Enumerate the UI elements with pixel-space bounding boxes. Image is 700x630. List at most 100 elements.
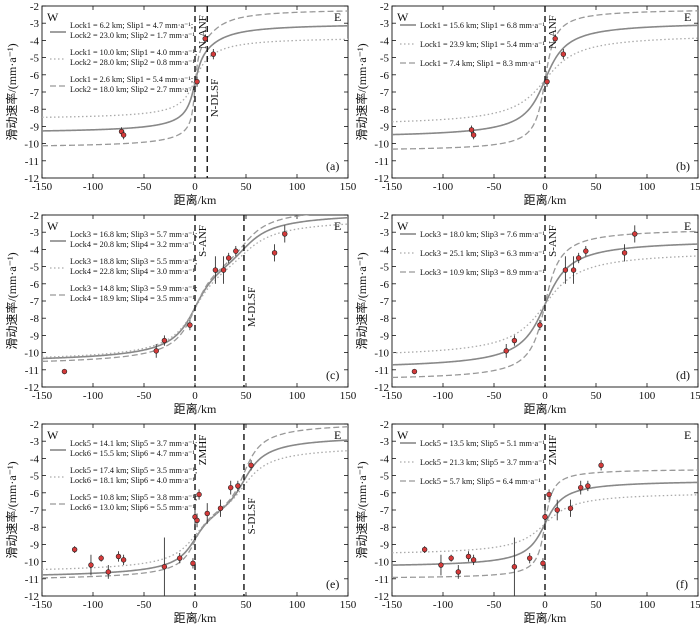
x-tick-label: -50	[487, 599, 502, 611]
panel-3: -150 -100 -50 0 50 100 150 -12 -11 -10 -9 -8 -7 -6 -5 -…	[354, 210, 700, 416]
data-point	[511, 564, 518, 570]
legend-entry: Lock5 = 14.1 km; Slip5 = 3.7 mm·a⁻¹;	[70, 439, 197, 448]
x-tick-label: 50	[241, 181, 253, 193]
model-curve-dashed	[392, 230, 698, 379]
legend-entry-line2: Lock2 = 18.0 km; Slip2 = 2.7 mm·a⁻¹	[70, 85, 195, 94]
y-tick-label: -2	[30, 1, 39, 13]
x-tick-label: -100	[433, 599, 454, 611]
data-point	[196, 491, 202, 498]
y-tick-label: -11	[375, 156, 389, 168]
y-tick-label: -12	[374, 173, 389, 185]
y-tick-label: -6	[30, 488, 40, 500]
data-point	[577, 484, 584, 491]
y-tick-label: -10	[24, 557, 39, 569]
y-tick-label: -9	[380, 330, 390, 342]
y-axis-title: 滑动速率/(mm·a⁻¹)	[4, 43, 19, 140]
y-tick-label: -8	[30, 104, 40, 116]
y-tick-label: -5	[380, 471, 390, 483]
data-point	[468, 127, 475, 133]
y-tick-label: -4	[30, 244, 40, 256]
data-point	[115, 553, 122, 560]
y-tick-label: -8	[380, 522, 390, 534]
x-tick-label: 50	[241, 390, 253, 402]
y-tick-label: -10	[24, 139, 39, 151]
data-point	[511, 337, 518, 344]
data-point	[271, 250, 278, 256]
data-point	[455, 569, 461, 575]
x-tick-label: 0	[542, 181, 548, 193]
x-tick-label: 150	[340, 181, 357, 193]
x-tick-label: -100	[83, 181, 104, 193]
x-tick-label: 50	[591, 390, 603, 402]
data-point	[153, 348, 159, 354]
data-point	[544, 78, 550, 85]
x-tick-label: -150	[32, 390, 53, 402]
data-point	[540, 560, 546, 567]
panel-0: -150 -100 -50 0 50 100 150 -12 -11 -10 -9 -8 -7 -6 -5 -…	[4, 1, 357, 207]
y-tick-label: -6	[380, 279, 390, 291]
data-point	[503, 348, 509, 354]
y-tick-label: -9	[380, 539, 390, 551]
legend-entry-line2: Lock6 = 13.0 km; Slip6 = 5.5 mm·a⁻¹	[70, 503, 195, 512]
y-tick-label: -6	[380, 70, 390, 82]
data-point	[217, 505, 224, 511]
y-axis-title: 滑动速率/(mm·a⁻¹)	[354, 461, 369, 558]
data-point	[282, 231, 288, 237]
data-point	[448, 555, 454, 561]
x-tick-label: -150	[32, 181, 53, 193]
x-tick-label: 50	[241, 599, 253, 611]
y-tick-label: -6	[30, 70, 40, 82]
x-tick-label: -100	[433, 390, 454, 402]
legend-entry-line2: Lock4 = 18.9 km; Slip4 = 3.5 mm·a⁻¹	[70, 294, 195, 303]
y-tick-label: -3	[380, 18, 390, 30]
data-point	[225, 255, 232, 261]
west-label: W	[397, 10, 409, 24]
legend-entry: Lock1 = 7.4 km; Slip1 = 8.3 mm·a⁻¹	[420, 59, 541, 68]
x-tick-label: 150	[690, 181, 700, 193]
data-point	[470, 132, 477, 138]
panel-label: (d)	[676, 368, 690, 382]
x-tick-label: 0	[192, 599, 198, 611]
data-point	[411, 368, 418, 375]
y-axis-title: 滑动速率/(mm·a⁻¹)	[354, 43, 369, 140]
y-tick-label: -9	[30, 330, 40, 342]
legend-entry: Lock3 = 10.9 km; Slip3 = 8.9 mm·a⁻¹	[420, 268, 545, 277]
x-tick-label: 100	[639, 390, 656, 402]
data-point	[120, 557, 127, 563]
legend-entry: Lock1 = 15.6 km; Slip1 = 6.8 mm·a⁻¹	[420, 21, 545, 30]
data-point	[542, 514, 548, 520]
legend-entry: Lock5 = 17.4 km; Slip5 = 3.5 mm·a⁻¹;	[70, 466, 197, 475]
y-tick-label: -11	[25, 574, 39, 586]
data-point	[212, 267, 219, 273]
y-tick-label: -12	[24, 591, 39, 603]
y-tick-label: -5	[30, 53, 40, 65]
data-point	[228, 484, 234, 491]
x-tick-label: 0	[542, 599, 548, 611]
legend-entry: Lock5 = 10.8 km; Slip5 = 3.8 mm·a⁻¹;	[70, 493, 197, 502]
east-label: E	[684, 219, 691, 233]
data-point	[177, 555, 183, 561]
x-tick-label: 100	[639, 181, 656, 193]
west-label: W	[397, 428, 409, 442]
panel-label: (e)	[326, 577, 339, 591]
x-tick-label: -100	[83, 390, 104, 402]
y-tick-label: -12	[374, 382, 389, 394]
x-tick-label: -150	[32, 599, 53, 611]
x-axis-title: 距离/km	[524, 610, 567, 625]
y-tick-label: -7	[30, 87, 40, 99]
legend-entry-line2: Lock2 = 28.0 km; Slip2 = 0.8 mm·a⁻¹	[70, 58, 195, 67]
x-tick-label: 100	[639, 599, 656, 611]
y-tick-label: -11	[375, 365, 389, 377]
y-tick-label: -12	[374, 591, 389, 603]
y-tick-label: -5	[30, 262, 40, 274]
y-tick-label: -7	[380, 296, 390, 308]
legend-entry-line2: Lock6 = 18.1 km; Slip6 = 4.0 mm·a⁻¹	[70, 476, 195, 485]
data-point	[621, 250, 628, 256]
legend-entry: Lock1 = 6.2 km; Slip1 = 4.7 mm·a⁻¹;	[70, 21, 193, 30]
fault-label: ZMHF	[547, 435, 559, 466]
legend-entry: Lock3 = 18.0 km; Slip3 = 7.6 mm·a⁻¹	[420, 230, 545, 239]
data-point	[71, 546, 78, 553]
y-tick-label: -8	[380, 104, 390, 116]
data-point	[598, 462, 604, 468]
y-tick-label: -4	[30, 35, 40, 47]
